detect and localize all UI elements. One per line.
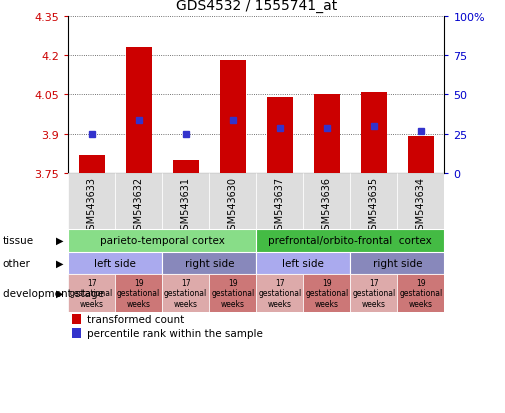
- Bar: [314, 95, 340, 173]
- Text: prefrontal/orbito-frontal  cortex: prefrontal/orbito-frontal cortex: [269, 235, 432, 246]
- Bar: [257, 173, 304, 229]
- Text: right side: right side: [184, 258, 234, 268]
- Bar: [257, 252, 350, 275]
- Bar: [304, 173, 350, 229]
- Text: GSM543633: GSM543633: [87, 176, 96, 235]
- Text: parieto-temporal cortex: parieto-temporal cortex: [100, 235, 225, 246]
- Bar: [257, 229, 444, 252]
- Bar: [68, 275, 115, 312]
- Text: right side: right side: [373, 258, 422, 268]
- Text: GSM543631: GSM543631: [181, 176, 191, 235]
- Bar: [115, 275, 162, 312]
- Text: 19
gestational
weeks: 19 gestational weeks: [211, 278, 255, 308]
- Title: GDS4532 / 1555741_at: GDS4532 / 1555741_at: [176, 0, 337, 13]
- Bar: [72, 314, 81, 324]
- Bar: [79, 155, 105, 173]
- Bar: [397, 173, 444, 229]
- Text: GSM543630: GSM543630: [228, 176, 238, 235]
- Bar: [162, 252, 256, 275]
- Bar: [173, 160, 198, 173]
- Bar: [162, 275, 209, 312]
- Bar: [361, 93, 387, 173]
- Bar: [397, 275, 444, 312]
- Text: GSM543636: GSM543636: [322, 176, 332, 235]
- Bar: [72, 328, 81, 338]
- Text: ▶: ▶: [56, 235, 63, 246]
- Text: transformed count: transformed count: [87, 314, 184, 324]
- Bar: [115, 173, 162, 229]
- Text: left side: left side: [94, 258, 136, 268]
- Bar: [68, 173, 115, 229]
- Bar: [350, 252, 444, 275]
- Text: ▶: ▶: [56, 258, 63, 268]
- Bar: [267, 97, 293, 173]
- Bar: [126, 48, 152, 173]
- Bar: [209, 275, 257, 312]
- Text: tissue: tissue: [3, 235, 34, 246]
- Text: other: other: [3, 258, 30, 268]
- Text: left side: left side: [282, 258, 324, 268]
- Text: ▶: ▶: [56, 288, 63, 298]
- Bar: [68, 229, 257, 252]
- Text: GSM543637: GSM543637: [275, 176, 285, 235]
- Text: 17
gestational
weeks: 17 gestational weeks: [164, 278, 208, 308]
- Text: percentile rank within the sample: percentile rank within the sample: [87, 328, 263, 339]
- Bar: [68, 252, 162, 275]
- Bar: [209, 173, 256, 229]
- Text: 17
gestational
weeks: 17 gestational weeks: [70, 278, 113, 308]
- Text: GSM543632: GSM543632: [134, 176, 144, 235]
- Bar: [257, 275, 304, 312]
- Text: 17
gestational
weeks: 17 gestational weeks: [258, 278, 301, 308]
- Text: 19
gestational
weeks: 19 gestational weeks: [117, 278, 161, 308]
- Bar: [350, 275, 397, 312]
- Bar: [408, 137, 434, 173]
- Text: GSM543634: GSM543634: [416, 176, 426, 235]
- Bar: [220, 61, 246, 173]
- Bar: [350, 173, 397, 229]
- Bar: [162, 173, 209, 229]
- Text: 19
gestational
weeks: 19 gestational weeks: [305, 278, 348, 308]
- Text: development stage: development stage: [3, 288, 104, 298]
- Bar: [304, 275, 350, 312]
- Text: 17
gestational
weeks: 17 gestational weeks: [352, 278, 395, 308]
- Text: 19
gestational
weeks: 19 gestational weeks: [399, 278, 442, 308]
- Text: GSM543635: GSM543635: [369, 176, 379, 235]
